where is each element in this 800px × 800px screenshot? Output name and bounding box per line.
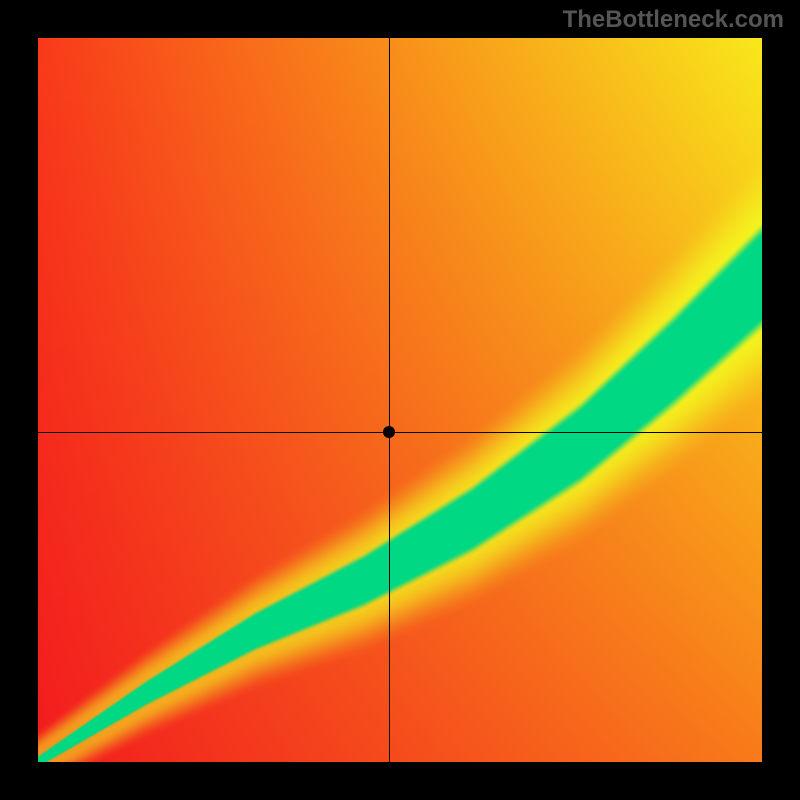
heatmap-plot xyxy=(38,38,762,762)
heatmap-canvas xyxy=(38,38,762,762)
watermark-text: TheBottleneck.com xyxy=(563,6,784,34)
crosshair-dot xyxy=(383,426,395,438)
crosshair-horizontal xyxy=(38,432,762,433)
crosshair-vertical xyxy=(389,38,390,762)
